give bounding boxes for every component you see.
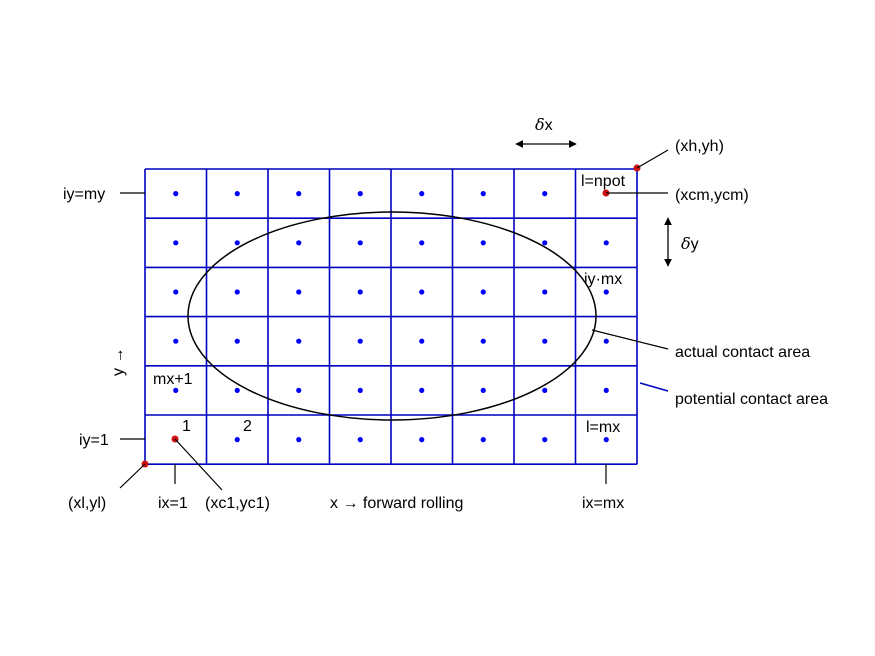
l-npot-label: l=npot <box>581 173 626 190</box>
cell-center-dot <box>296 289 302 295</box>
cell-center-dot <box>480 191 486 197</box>
cell-center-dot <box>296 387 302 393</box>
cell-center-dot <box>480 240 486 246</box>
cell-center-dot <box>357 191 363 197</box>
cell-center-dot <box>234 191 240 197</box>
xh-yh-label: (xh,yh) <box>675 138 724 155</box>
cell-center-dot <box>419 191 425 197</box>
cell-center-dot <box>296 338 302 344</box>
l-mx-label: l=mx <box>586 419 620 436</box>
cell-center-dot <box>542 338 548 344</box>
xc1-yc1-label: (xc1,yc1) <box>205 495 270 512</box>
cell-center-dot <box>173 289 179 295</box>
cell-1-label: 1 <box>182 418 191 435</box>
cell-center-dot <box>296 437 302 443</box>
cell-center-dot <box>542 289 548 295</box>
potential-area-leader <box>639 382 669 392</box>
cell-center-dot <box>234 289 240 295</box>
cell-center-dot <box>173 240 179 246</box>
cell-center-dot <box>480 387 486 393</box>
cell-center-dot <box>419 387 425 393</box>
y-axis-label: y → <box>110 348 127 376</box>
delta-y-label: δy <box>681 234 699 253</box>
cell-center-dot <box>173 338 179 344</box>
cell-center-dot <box>357 289 363 295</box>
cell-center-dot <box>419 289 425 295</box>
cell-center-dot <box>357 437 363 443</box>
cell-center-dot <box>603 338 609 344</box>
cell-center-dot <box>234 437 240 443</box>
cell-center-dot <box>234 240 240 246</box>
cell-center-dot <box>419 338 425 344</box>
cell-2-label: 2 <box>243 418 252 435</box>
cell-center-dot <box>603 437 609 443</box>
ix-mx-label: ix=mx <box>582 495 624 512</box>
potential-contact-grid <box>144 168 638 466</box>
cell-center-dot <box>542 240 548 246</box>
xl-yl-label: (xl,yl) <box>68 495 106 512</box>
cell-center-dot <box>542 387 548 393</box>
cell-center-dot <box>480 289 486 295</box>
iy-1-label: iy=1 <box>79 432 109 449</box>
cell-center-dot <box>234 338 240 344</box>
actual-contact-label: actual contact area <box>675 344 810 361</box>
cell-center-dot <box>357 387 363 393</box>
cell-center-dot <box>419 437 425 443</box>
cell-center-dot <box>480 338 486 344</box>
xcm-ycm-label: (xcm,ycm) <box>675 187 749 204</box>
cell-center-dot <box>296 240 302 246</box>
cell-center-dot <box>357 240 363 246</box>
cell-center-dot <box>603 240 609 246</box>
mx-plus-1-label: mx+1 <box>153 371 193 388</box>
potential-contact-label: potential contact area <box>675 391 828 408</box>
cell-center-dot <box>603 387 609 393</box>
cell-center-dot <box>357 338 363 344</box>
iy-my-label: iy=my <box>63 186 105 203</box>
cell-center-dot <box>419 240 425 246</box>
cell-center-dot <box>542 191 548 197</box>
cell-center-dot <box>603 289 609 295</box>
cell-center-dot <box>234 387 240 393</box>
cell-center-dot <box>173 191 179 197</box>
actual-contact-ellipse <box>187 211 597 421</box>
ix-1-label: ix=1 <box>158 495 188 512</box>
iy-mx-label: iy·mx <box>584 271 622 288</box>
cell-center-dot <box>296 191 302 197</box>
delta-x-label: δx <box>535 115 553 134</box>
x-forward-label: x → forward rolling <box>330 495 463 512</box>
cell-center-dot <box>173 387 179 393</box>
annotation-lines <box>119 149 669 491</box>
cell-center-dot <box>480 437 486 443</box>
cell-center-dot <box>542 437 548 443</box>
